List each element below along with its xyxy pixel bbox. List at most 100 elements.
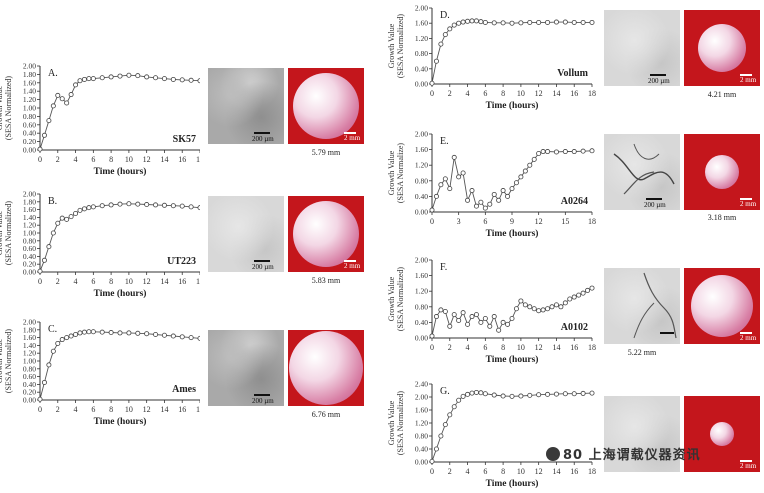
data-point <box>562 149 568 155</box>
data-point <box>447 26 453 32</box>
data-point <box>126 72 132 78</box>
x-tick-label: 6 <box>483 89 487 98</box>
watermark-text: 上海谓载仪器资讯 <box>588 448 701 463</box>
data-point <box>59 96 65 102</box>
y-tick-label: 1.00 <box>23 229 36 238</box>
x-tick-label: 10 <box>517 467 525 476</box>
data-point <box>509 20 515 26</box>
data-point <box>500 20 506 26</box>
data-point <box>571 391 577 397</box>
y-tick-label: 2.00 <box>415 4 428 13</box>
data-point <box>55 220 61 226</box>
y-tick-label: 0.80 <box>415 49 428 58</box>
x-tick-label: 0 <box>38 405 42 414</box>
colony-scale-bar-f <box>740 332 752 334</box>
data-point <box>522 302 528 308</box>
diameter-d: 4.21 mm <box>707 90 737 99</box>
growth-chart-f: 0.00 0.40 0.80 1.20 1.60 2.00 0 2 4 6 8 10 12 14 16 18 T… <box>387 256 596 366</box>
y-tick-label: 0.80 <box>23 112 36 121</box>
data-point <box>482 19 488 25</box>
x-tick-label: 14 <box>552 89 560 98</box>
data-point <box>161 202 167 208</box>
colony-f <box>691 275 753 337</box>
diameter-a: 5.79 mm <box>311 148 341 157</box>
y-tick-label: 1.80 <box>23 197 36 206</box>
y-tick-label: 0.40 <box>23 129 36 138</box>
y-tick-label: 0.40 <box>23 252 36 261</box>
data-point <box>64 216 70 222</box>
colony-scale-bar-e <box>740 198 752 200</box>
x-tick-label: 6 <box>91 405 95 414</box>
data-point <box>558 304 564 310</box>
data-point <box>438 307 444 313</box>
data-point <box>456 20 462 26</box>
y-tick-label: 0.40 <box>23 380 36 389</box>
data-point <box>553 391 559 397</box>
data-point <box>81 329 87 335</box>
data-point <box>545 149 551 155</box>
growth-chart-e: 0.00 0.40 0.80 1.20 1.60 2.00 0 3 6 9 12 15 18 Time (… <box>387 130 596 240</box>
data-point <box>456 317 462 323</box>
data-point <box>580 390 586 396</box>
y-tick-label: 2.00 <box>23 62 36 71</box>
y-tick-label: 1.20 <box>415 419 428 428</box>
x-tick-label: 16 <box>178 405 186 414</box>
data-point <box>571 19 577 25</box>
data-point <box>438 433 444 439</box>
y-tick-label: 0.80 <box>415 176 428 185</box>
x-tick-label: 0 <box>430 89 434 98</box>
data-point <box>447 186 453 192</box>
panel-letter: G. <box>440 386 450 397</box>
data-point <box>500 188 506 194</box>
colony-scale-bar-b <box>344 260 356 262</box>
x-axis-label: Time (hours) <box>486 354 539 365</box>
data-point <box>442 308 448 314</box>
data-point <box>442 176 448 182</box>
data-point <box>50 103 56 109</box>
micrograph-d: 200 µm <box>604 10 680 86</box>
data-point <box>469 314 475 320</box>
y-axis-label-line2: (SESA Normalized) <box>396 14 405 79</box>
data-point <box>179 203 185 209</box>
diameter-f: 5.22 mm <box>627 348 657 357</box>
data-point <box>86 329 92 335</box>
panel-a: 0.00 0.20 0.40 0.60 0.80 1.00 1.20 1.40 1.60 1.80… <box>0 56 204 178</box>
data-point <box>545 306 551 312</box>
data-point <box>451 312 457 318</box>
colony-c <box>289 331 363 405</box>
colony-photo-f: 2 mm <box>684 268 760 344</box>
data-point <box>144 331 150 337</box>
x-tick-label: 12 <box>143 277 151 286</box>
data-point <box>527 392 533 398</box>
data-point <box>491 392 497 398</box>
colony-a <box>293 73 359 139</box>
x-tick-label: 0 <box>38 155 42 164</box>
x-tick-label: 10 <box>125 405 133 414</box>
panel-letter: A. <box>48 68 58 79</box>
data-point <box>161 332 167 338</box>
x-tick-label: 8 <box>501 89 505 98</box>
x-tick-label: 6 <box>483 343 487 352</box>
data-point <box>456 174 462 180</box>
x-axis-label: Time (hours) <box>486 228 539 239</box>
data-point <box>99 203 105 209</box>
data-point <box>59 337 65 343</box>
data-point <box>531 306 537 312</box>
data-point <box>491 191 497 197</box>
data-point <box>46 118 52 124</box>
data-point <box>549 304 555 310</box>
data-point <box>77 207 83 213</box>
x-tick-label: 14 <box>552 467 560 476</box>
y-tick-label: 1.60 <box>23 333 36 342</box>
x-tick-label: 0 <box>38 277 42 286</box>
colony-photo-a: 2 mm <box>288 68 364 144</box>
y-tick-label: 0.00 <box>23 268 36 277</box>
data-point <box>465 197 471 203</box>
y-tick-label: 2.00 <box>23 190 36 199</box>
diameter-b: 5.83 mm <box>311 276 341 285</box>
data-point <box>86 76 92 82</box>
data-point <box>433 314 439 320</box>
data-point <box>585 287 591 293</box>
data-point <box>73 82 79 88</box>
data-point <box>429 458 435 464</box>
